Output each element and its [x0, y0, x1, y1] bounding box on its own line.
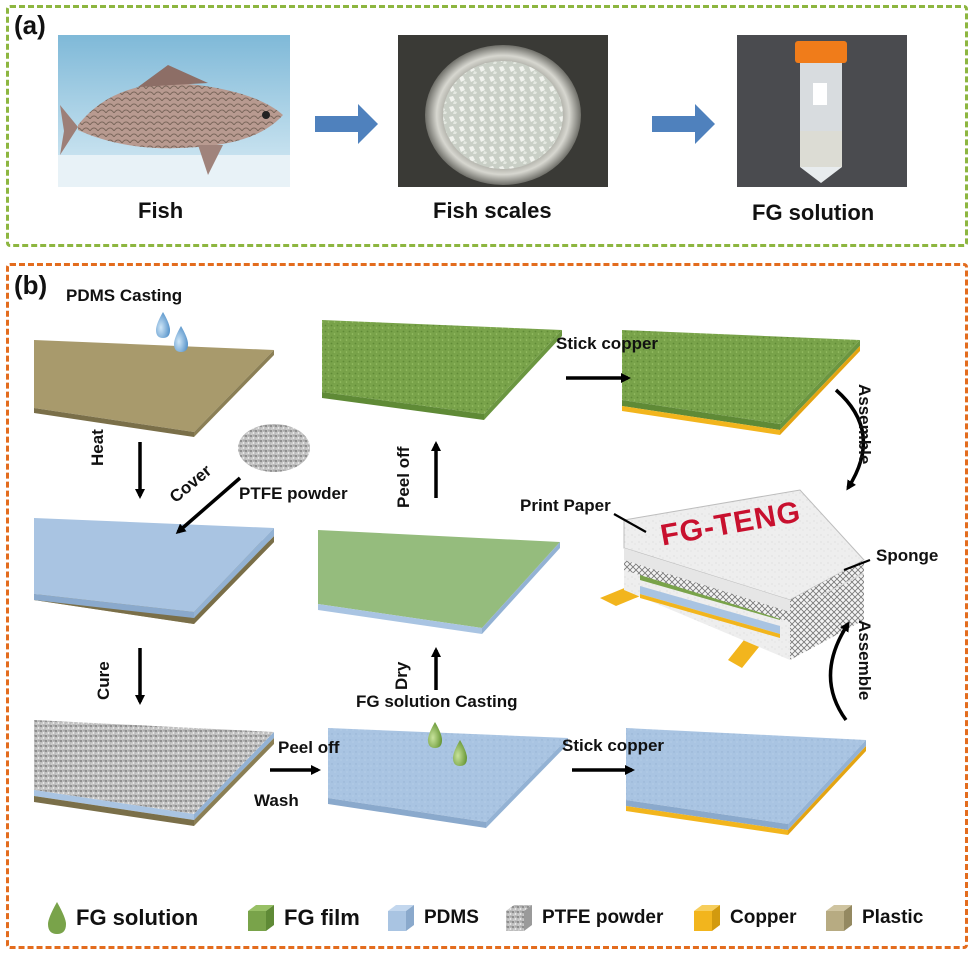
ptfe-cube-icon: [506, 905, 532, 931]
fg-film-cube-icon: [248, 905, 274, 931]
fish-photo: [58, 35, 290, 187]
panel-b-frame: [6, 263, 968, 949]
pdms-on-plastic-sheet: [34, 518, 274, 624]
heat-label: Heat: [88, 429, 107, 466]
legend-item-copper: Copper: [690, 900, 797, 936]
stick-copper-bottom-label: Stick copper: [562, 736, 665, 755]
pdms-casting-label: PDMS Casting: [66, 286, 183, 305]
fg-drop-icon-casting: [428, 722, 467, 766]
print-paper-leader: [613, 513, 647, 533]
sponge-label: Sponge: [876, 546, 939, 565]
legend-label-fg-film: FG film: [284, 905, 360, 930]
centrifuge-tube-photo: [737, 35, 907, 187]
wash-label: Wash: [254, 791, 299, 810]
caption-fg-solution: FG solution: [752, 200, 875, 225]
legend-item-fg-solution: FG solution: [44, 900, 198, 936]
fg-teng-device: [600, 489, 865, 668]
cure-label: Cure: [94, 661, 113, 700]
assemble-bottom-arrow: [828, 621, 850, 722]
plastic-cube-icon: [826, 905, 852, 931]
plastic-sheet: [34, 340, 274, 437]
legend-item-pdms: PDMS: [384, 900, 479, 936]
fg-on-pdms-sheet: [318, 530, 560, 634]
ptfe-pdms-plastic-sheet: [34, 720, 274, 826]
assemble-top-arrow: [834, 388, 866, 491]
caption-fish-scales: Fish scales: [433, 198, 552, 223]
fg-copper-sheet: [622, 330, 860, 435]
legend-label-fg-solution: FG solution: [76, 905, 199, 930]
legend-label-plastic: Plastic: [862, 907, 924, 928]
peel-off-label: Peel off: [278, 738, 340, 757]
stick-copper-top-label: Stick copper: [556, 334, 659, 353]
fg-solution-casting-label: FG solution Casting: [356, 692, 518, 711]
sponge-leader: [843, 558, 871, 572]
pdms-copper-sheet: [626, 728, 866, 835]
pdms-film-sheet: [328, 728, 568, 828]
ptfe-powder-pile-icon: [238, 424, 310, 472]
panel-b-label: (b): [14, 270, 48, 300]
dry-label: Dry: [392, 661, 411, 690]
peel-off-vertical-label: Peel off: [394, 446, 413, 508]
pdms-cube-icon: [388, 905, 414, 931]
fg-film-sheet: [322, 320, 562, 420]
legend-label-pdms: PDMS: [424, 907, 479, 928]
assemble-bottom-label: Assemble: [855, 620, 874, 701]
panel-a-label: (a): [14, 10, 46, 40]
copper-cube-icon: [694, 905, 720, 931]
print-paper-label: Print Paper: [520, 496, 611, 515]
fg-solution-drop-icon: [48, 902, 66, 934]
fish-scales-bowl-photo: [398, 35, 608, 187]
panel-a-frame: [6, 5, 968, 247]
pdms-drop-icon: [156, 312, 188, 352]
legend-item-ptfe: PTFE powder: [502, 900, 663, 936]
ptfe-powder-label: PTFE powder: [239, 484, 348, 503]
legend-label-ptfe: PTFE powder: [542, 907, 664, 928]
assemble-top-label: Assemble: [855, 384, 874, 465]
legend-label-copper: Copper: [730, 907, 797, 928]
legend-item-fg-film: FG film: [244, 900, 360, 936]
caption-fish: Fish: [138, 198, 184, 223]
cover-arrow: [175, 476, 242, 534]
legend-item-plastic: Plastic: [822, 900, 923, 936]
